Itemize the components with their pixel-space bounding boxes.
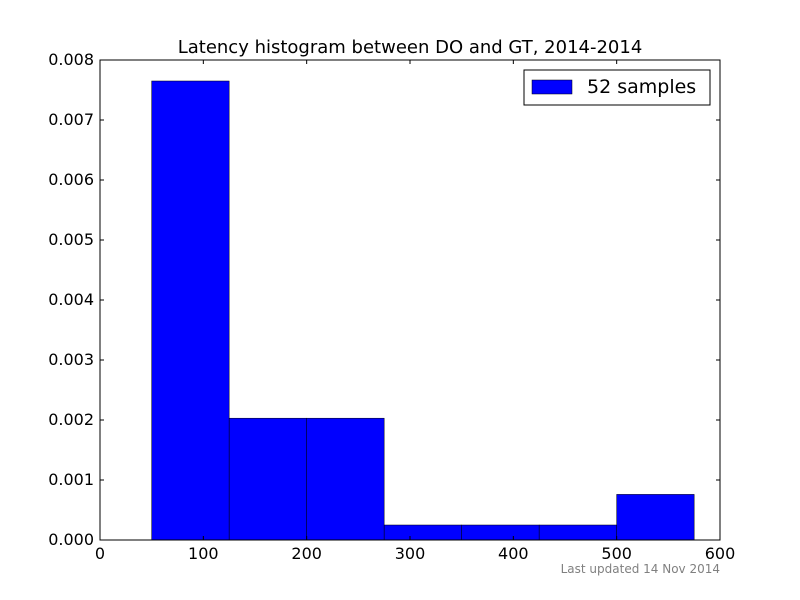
y-tick-label: 0.006 xyxy=(48,170,94,189)
y-tick-label: 0.000 xyxy=(48,530,94,549)
chart-title: Latency histogram between DO and GT, 201… xyxy=(178,37,643,58)
y-tick-label: 0.001 xyxy=(48,470,94,489)
x-tick-label: 400 xyxy=(498,544,529,563)
x-tick-label: 200 xyxy=(291,544,322,563)
histogram-bar xyxy=(306,417,385,541)
legend-swatch xyxy=(531,79,573,95)
y-tick-label: 0.007 xyxy=(48,110,94,129)
x-tick-label: 100 xyxy=(188,544,219,563)
histogram-bar xyxy=(228,417,307,541)
bars-group xyxy=(151,80,695,541)
legend: 52 samples xyxy=(523,69,711,106)
x-tick-label: 500 xyxy=(601,544,632,563)
histogram-bar xyxy=(538,524,617,541)
histogram-bar xyxy=(151,80,230,541)
histogram-bar xyxy=(461,524,540,541)
x-tick-label: 600 xyxy=(705,544,736,563)
ticks-group: 0 100 200 300 400 500 600 0.000 0.001 0.002 0.003 0… xyxy=(48,50,735,563)
y-tick-label: 0.003 xyxy=(48,350,94,369)
y-tick-label: 0.004 xyxy=(48,290,94,309)
y-tick-label: 0.008 xyxy=(48,50,94,69)
histogram-bar xyxy=(383,524,462,541)
x-tick-label: 300 xyxy=(395,544,426,563)
y-tick-label: 0.002 xyxy=(48,410,94,429)
legend-label: 52 samples xyxy=(587,76,696,98)
x-tick-label: 0 xyxy=(95,544,105,563)
last-updated-note: Last updated 14 Nov 2014 xyxy=(560,562,720,576)
y-tick-label: 0.005 xyxy=(48,230,94,249)
histogram-bar xyxy=(616,494,695,541)
